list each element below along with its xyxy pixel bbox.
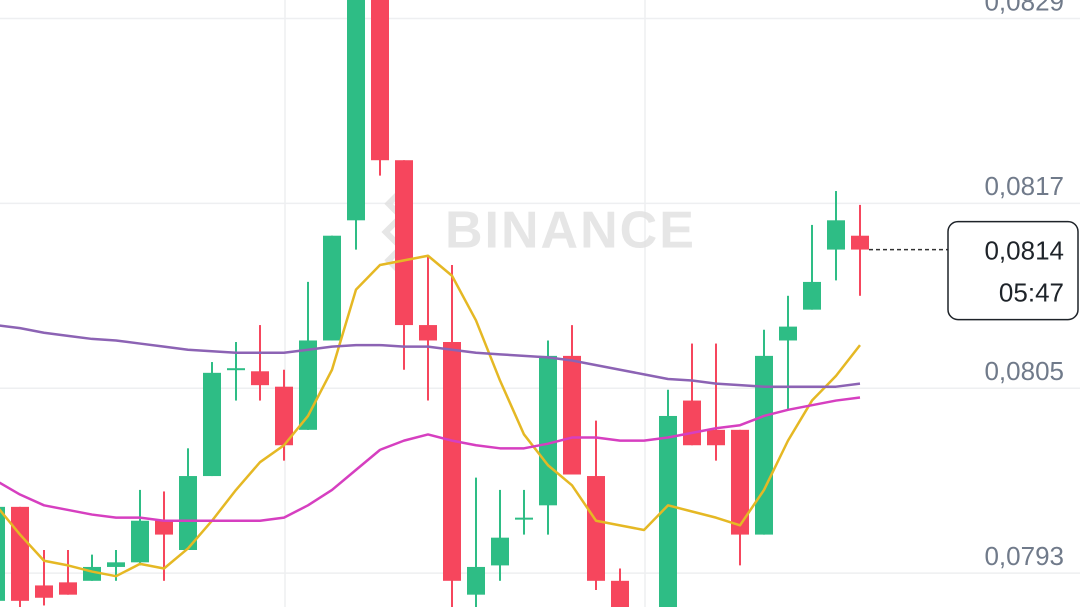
moving-average-line <box>0 324 861 388</box>
candle-body <box>227 368 245 371</box>
last-price-label: 0,0814 <box>984 235 1064 265</box>
candle-body <box>683 400 701 446</box>
y-tick-label: 0,0805 <box>984 356 1064 386</box>
watermark-text: BINANCE <box>445 202 696 260</box>
candle-body <box>0 506 5 601</box>
candle-body <box>755 355 773 535</box>
candle-body <box>803 281 821 310</box>
candle-body <box>179 476 197 550</box>
candle-body <box>131 520 149 563</box>
candle-body <box>395 160 413 326</box>
candle-body <box>491 537 509 566</box>
watermark: BINANCE <box>381 190 696 274</box>
last-price-box <box>947 220 1079 321</box>
candle-body <box>155 520 173 535</box>
plot <box>0 0 869 607</box>
y-tick-label: 0,0829 <box>984 0 1064 16</box>
y-tick-label: 0,0793 <box>984 541 1064 571</box>
candle-body <box>371 0 389 161</box>
candle-body <box>611 580 629 607</box>
candle-body <box>515 517 533 520</box>
candle-body <box>443 342 461 581</box>
candle-body <box>851 235 869 250</box>
candle-body <box>35 585 53 598</box>
y-tick-label: 0,0817 <box>984 171 1064 201</box>
candle-body <box>203 372 221 477</box>
candle-body <box>587 476 605 581</box>
candle-body <box>251 371 269 386</box>
moving-average-line <box>0 396 861 522</box>
candle-body <box>779 326 797 341</box>
candle-body <box>59 582 77 595</box>
candle-body <box>347 0 365 221</box>
candle-body <box>107 562 125 567</box>
candle-body <box>827 220 845 250</box>
candle-body <box>323 235 341 341</box>
candle-body <box>11 506 29 601</box>
candle-body <box>659 415 677 607</box>
candle-body <box>275 386 293 446</box>
candle-body <box>563 355 581 475</box>
countdown-label: 05:47 <box>999 277 1064 307</box>
candle-body <box>731 429 749 535</box>
candle-body <box>419 325 437 341</box>
candle-body <box>707 429 725 446</box>
price-axis: 0,0829 0,0817 0,0805 0,0793 0,0814 05:47 <box>869 0 1079 571</box>
moving-average-line <box>0 254 861 578</box>
candle-body <box>467 566 485 595</box>
candle-body <box>539 355 557 506</box>
